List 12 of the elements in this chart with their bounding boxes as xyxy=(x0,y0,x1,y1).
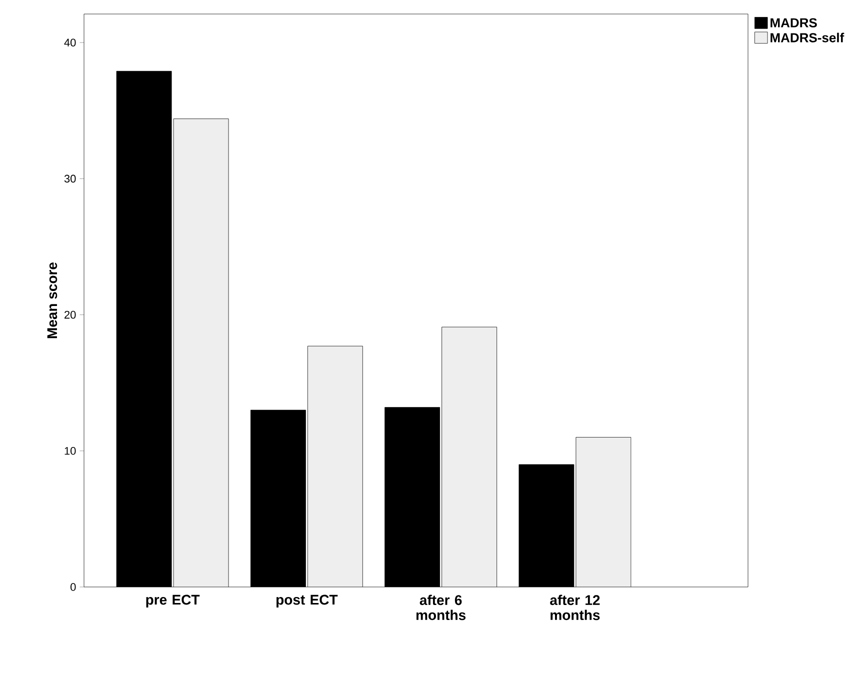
y-tick-label: 0 xyxy=(70,583,76,591)
legend-label: MADRS-self xyxy=(770,32,844,42)
x-tick-label: after 12 months xyxy=(550,594,600,620)
x-tick-label: after 6 months xyxy=(416,594,466,620)
x-tick-label: pre ECT xyxy=(146,594,200,608)
y-tick-label: 10 xyxy=(64,447,76,455)
legend-label: MADRS xyxy=(770,18,817,28)
y-tick-label: 40 xyxy=(64,38,76,46)
y-axis-title: Mean score xyxy=(47,262,58,338)
y-tick-label: 20 xyxy=(64,310,76,319)
y-tick-label: 30 xyxy=(64,174,76,183)
x-tick-label: post ECT xyxy=(276,594,338,608)
